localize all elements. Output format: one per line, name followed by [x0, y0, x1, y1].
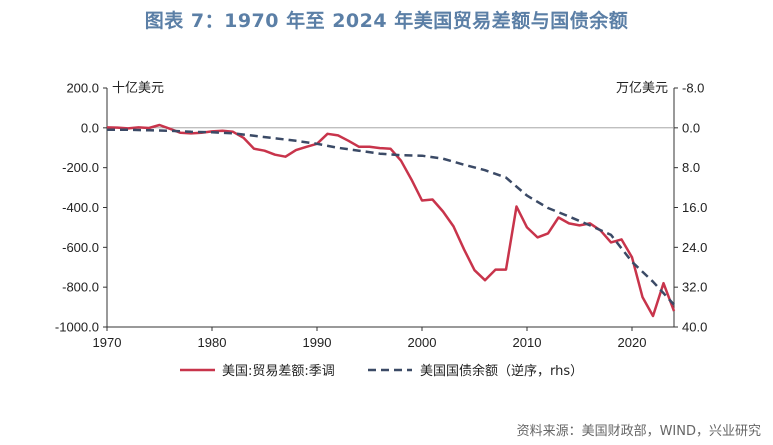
series-group — [106, 123, 676, 318]
x-tick-label: 2020 — [618, 335, 647, 350]
trade-balance-line — [106, 123, 676, 318]
right-tick-label: 24.0 — [682, 240, 707, 255]
debt-balance-line — [107, 128, 675, 306]
x-tick-label: 1970 — [93, 335, 122, 350]
left-tick-label: -600.0 — [62, 240, 99, 255]
right-tick-label: 8.0 — [682, 160, 700, 175]
legend-label-debt: 美国国债余额（逆序，rhs） — [420, 363, 583, 379]
x-tick-label: 1990 — [303, 335, 332, 350]
right-tick-label: 32.0 — [682, 280, 707, 295]
left-unit-label: 十亿美元 — [112, 81, 164, 96]
left-tick-label: 0.0 — [81, 120, 99, 135]
left-tick-label: 200.0 — [66, 81, 99, 96]
x-tick-label: 1980 — [198, 335, 227, 350]
x-tick-label: 2000 — [408, 335, 437, 350]
chart-title: 图表 7：1970 年至 2024 年美国贸易差额与国债余额 — [144, 10, 629, 32]
left-tick-label: -200.0 — [62, 160, 99, 175]
source-note: 资料来源：美国财政部，WIND，兴业研究 — [516, 424, 761, 439]
axes-group: 200.0 0.0 -200.0 -400.0 -600.0 -800.0 -1000.0 -… — [55, 81, 707, 351]
legend-label-trade: 美国:贸易差额:季调 — [222, 364, 335, 379]
right-tick-label: 40.0 — [682, 320, 707, 335]
right-tick-label: -8.0 — [682, 81, 704, 96]
x-tick-label: 2010 — [513, 335, 542, 350]
left-tick-label: -400.0 — [62, 200, 99, 215]
left-tick-label: -1000.0 — [55, 320, 99, 335]
right-tick-label: 16.0 — [682, 200, 707, 215]
right-tick-label: 0.0 — [682, 120, 700, 135]
right-unit-label: 万亿美元 — [616, 81, 668, 96]
legend: 美国:贸易差额:季调 美国国债余额（逆序，rhs） — [180, 363, 583, 379]
left-tick-label: -800.0 — [62, 280, 99, 295]
